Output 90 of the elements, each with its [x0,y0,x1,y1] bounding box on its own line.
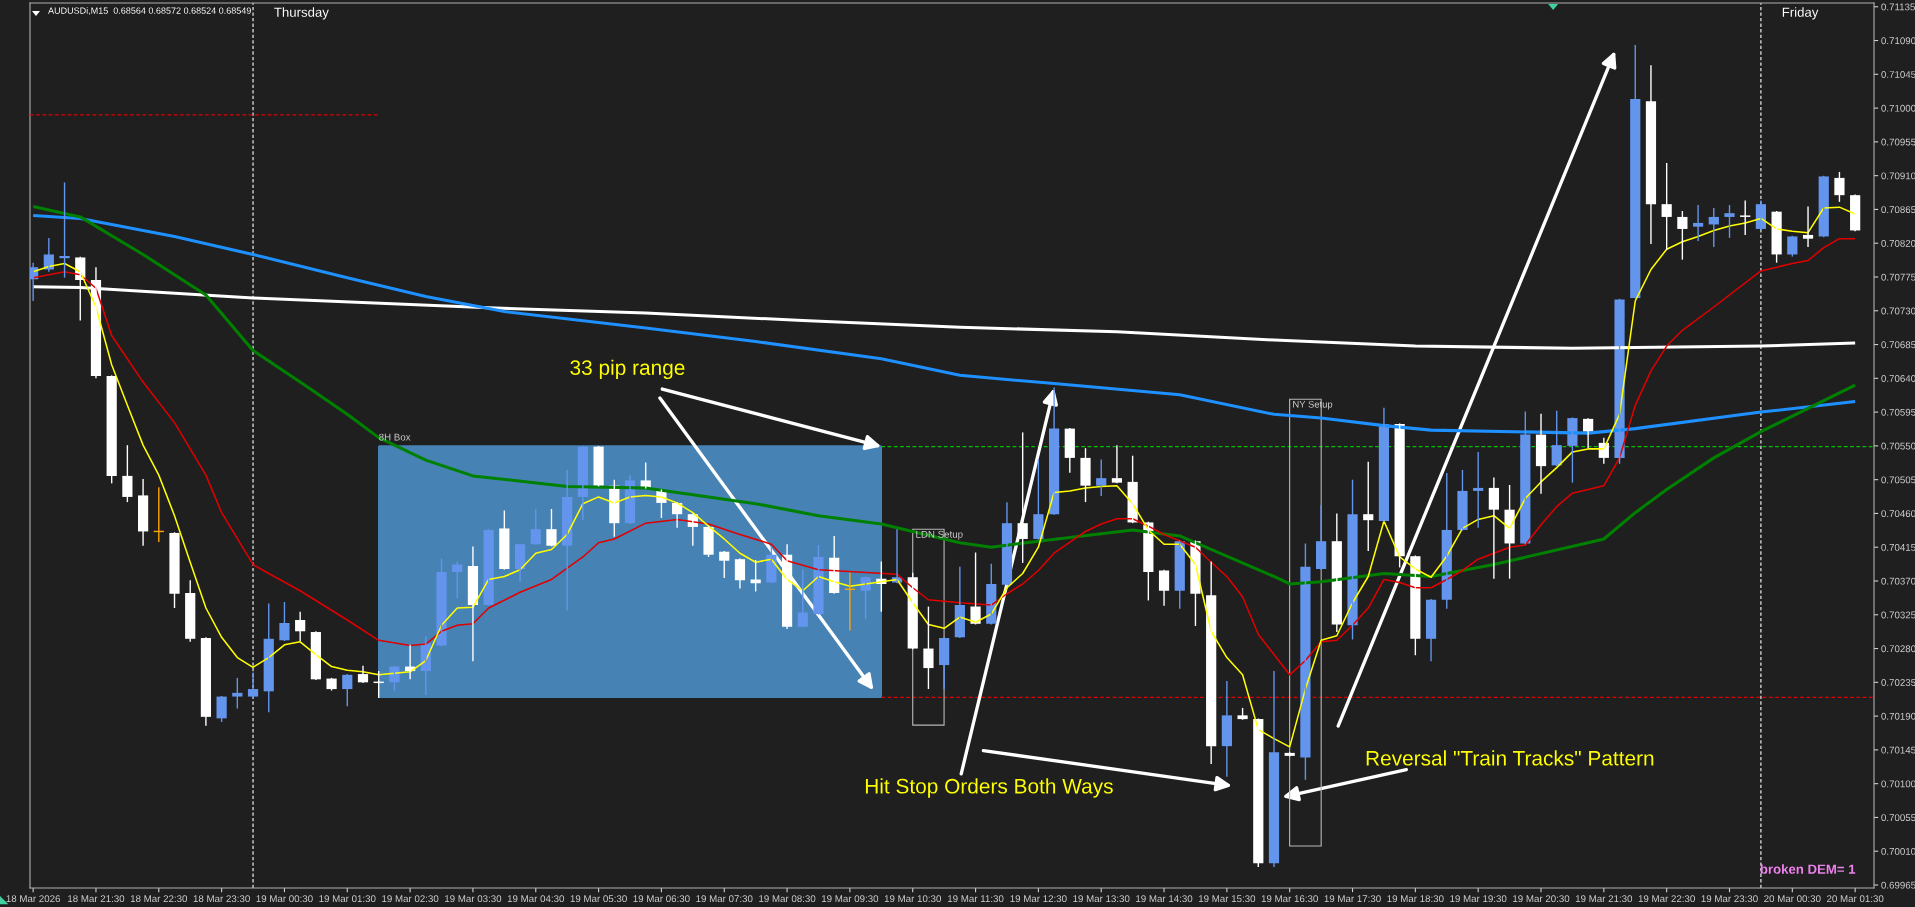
x-tick-label: 18 Mar 22:30 [130,895,188,903]
annotation: LDN Setup [916,530,963,540]
y-tick-label: 0.70640 [1881,375,1915,382]
line-series [31,204,1857,586]
candlestick [452,561,463,599]
candlestick [813,545,824,615]
x-tick-label: 19 Mar 22:30 [1638,895,1695,903]
annotation: Reversal "Train Tracks" Pattern [1366,750,1654,766]
y-tick-label: 0.70595 [1881,408,1915,416]
candlestick [750,560,761,592]
candlestick [436,558,447,647]
y-tick-label: 0.69965 [1881,881,1915,889]
y-tick-label: 0.71045 [1881,71,1915,78]
y-tick-label: 0.70730 [1881,307,1915,315]
series-label: 8H Box [379,433,411,441]
x-tick-label: 20 Mar 00:30 [1764,895,1821,903]
y-tick-label: 0.70370 [1881,577,1915,585]
x-tick-label: 20 Mar 01:30 [1827,895,1884,903]
y-tick-label: 0.70190 [1881,712,1915,720]
y-tick-label: 0.70820 [1881,239,1915,247]
candlestick [593,445,604,487]
x-tick-label: 19 Mar 17:30 [1324,895,1381,903]
x-tick-label: 19 Mar 13:30 [1073,895,1130,903]
y-tick-label: 0.70775 [1881,273,1915,281]
y-tick-label: 0.70865 [1881,206,1915,214]
candlestick [1347,479,1358,640]
x-tick-label: 19 Mar 20:30 [1513,895,1570,903]
y-tick-label: 0.70550 [1881,442,1915,450]
candlestick [703,526,714,557]
chart-title: AUDUSDi,M15 0.68564 0.68572 0.68524 0.68549 [48,7,251,15]
y-tick-label: 0.70460 [1881,510,1915,518]
candlestick [1080,448,1091,503]
y-tick-label: 0.70415 [1881,543,1915,551]
candlestick [923,606,934,690]
ref-line-label: Thursday [274,7,329,20]
x-tick-label: 19 Mar 08:30 [759,895,816,903]
candlestick [1724,204,1735,238]
x-tick-label: 19 Mar 03:30 [445,895,502,903]
x-tick-label: 19 Mar 07:30 [696,895,753,903]
ref-line-label: Friday [1782,7,1819,20]
y-tick-label: 0.71000 [1881,104,1915,112]
x-tick-label: 19 Mar 12:30 [1010,895,1067,903]
x-tick-label: 19 Mar 23:30 [1701,895,1758,903]
x-tick-label: 18 Mar 21:30 [68,895,125,903]
x-tick-label: 18 Mar 23:30 [193,895,250,903]
y-tick-label: 0.70145 [1881,746,1915,754]
candlestick [1300,543,1311,780]
candlestick [1834,171,1845,202]
x-tick-label: 19 Mar 16:30 [1261,895,1318,903]
x-tick-label: 19 Mar 01:30 [319,895,376,903]
annotation: 33 pip range [570,359,685,380]
x-tick-label: 19 Mar 05:30 [570,895,627,903]
y-tick-label: 0.70235 [1881,679,1915,686]
candlestick [546,508,557,547]
line-series [32,206,1856,748]
y-tick-label: 0.71135 [1881,3,1915,11]
x-tick-label: 18 Mar 2026 [6,895,61,903]
candlestick [1661,162,1672,250]
y-tick-label: 0.70055 [1881,814,1915,822]
y-tick-label: 0.70685 [1881,341,1915,349]
x-tick-label: 19 Mar 19:30 [1450,895,1507,903]
x-tick-label: 19 Mar 06:30 [633,895,690,903]
x-tick-label: 19 Mar 11:30 [948,895,1004,903]
y-tick-label: 0.70505 [1881,476,1915,484]
x-tick-label: 19 Mar 00:30 [256,895,313,903]
annotation: Hit Stop Orders Both Ways [865,778,1113,798]
x-tick-label: 19 Mar 02:30 [382,895,439,903]
line-series [31,213,1857,435]
x-tick-label: 19 Mar 14:30 [1136,895,1193,903]
line-series [32,237,1856,676]
x-tick-label: 19 Mar 10:30 [884,895,941,903]
x-tick-label: 19 Mar 21:30 [1575,895,1633,903]
x-tick-label: 19 Mar 04:30 [507,895,565,903]
candlestick [1740,200,1751,235]
candlestick [1457,469,1468,531]
x-tick-label: 19 Mar 15:30 [1198,895,1256,903]
candlestick [232,677,243,709]
y-tick-label: 0.70280 [1881,645,1915,653]
y-tick-label: 0.70955 [1881,138,1915,146]
x-tick-label: 19 Mar 09:30 [822,895,879,903]
x-tick-label: 19 Mar 18:30 [1387,895,1444,903]
y-tick-label: 0.70910 [1881,172,1915,180]
candlestick [279,602,290,641]
y-tick-label: 0.71090 [1881,37,1915,45]
candlestick [1096,459,1107,497]
y-tick-label: 0.70010 [1881,847,1915,855]
y-tick-label: 0.70100 [1881,780,1915,788]
y-tick-label: 0.70325 [1881,611,1915,619]
annotation: broken DEM= 1 [1760,864,1856,874]
candlestick [169,532,180,608]
